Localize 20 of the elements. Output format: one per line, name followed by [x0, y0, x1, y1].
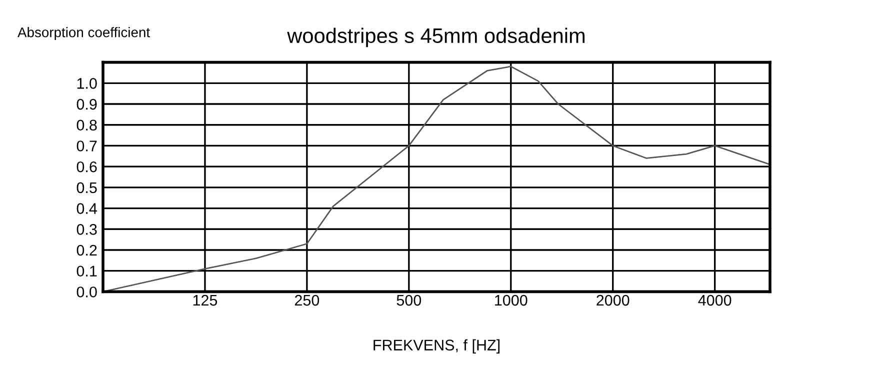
x-tick-label: 125	[193, 294, 218, 306]
x-axis-title: FREKVENS, f [HZ]	[374, 339, 500, 354]
x-tick-label: 1000	[495, 294, 528, 306]
y-axis-title: Absorption coefficient	[18, 27, 150, 40]
y-tick-label: 0.7	[76, 140, 97, 152]
y-tick-label: 0.4	[76, 203, 97, 214]
y-tick-label: 0.1	[76, 266, 97, 277]
x-tick-label: 4000	[698, 294, 732, 306]
y-tick-label: 0.5	[76, 182, 97, 194]
x-tick-label: 250	[294, 294, 320, 306]
y-tick-label: 0.3	[76, 224, 97, 235]
y-tick-label: 0.0	[76, 286, 97, 298]
y-tick-label: 0.8	[76, 120, 97, 131]
x-tick-label: 500	[396, 294, 422, 306]
y-tick-label: 1.0	[77, 78, 97, 89]
y-tick-label: 0.9	[76, 98, 97, 110]
y-tick-label: 0.2	[76, 244, 97, 256]
chart-title: woodstripes s 45mm odsadenim	[287, 28, 585, 48]
y-tick-label: 0.6	[76, 161, 97, 172]
x-tick-label: 2000	[596, 294, 630, 306]
